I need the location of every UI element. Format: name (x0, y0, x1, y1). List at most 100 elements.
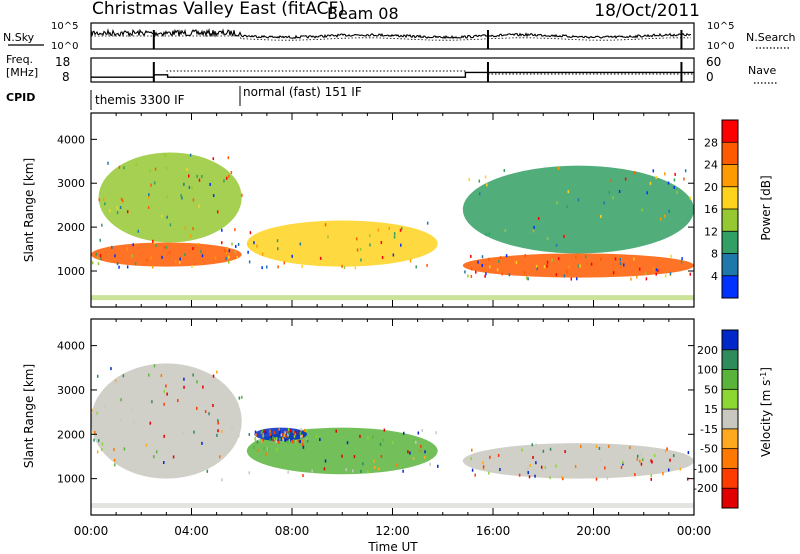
echo-speckle (287, 433, 289, 437)
echo-speckle (109, 209, 111, 213)
colorbar-cell-0 (722, 120, 738, 143)
echo-speckle (272, 436, 274, 440)
echo-speckle (225, 176, 228, 180)
nave-tick-low: 0 (706, 70, 714, 84)
echo-speckle (97, 262, 100, 266)
echo-speckle (99, 254, 102, 258)
echo-speckle (532, 455, 534, 459)
echo-speckle (343, 266, 346, 270)
echo-speckle (549, 447, 552, 451)
echo-speckle (165, 167, 168, 171)
velocity-ylabel: Slant Range [km] (22, 364, 36, 468)
echo-speckle (470, 457, 472, 461)
echo-speckle (274, 437, 276, 441)
echo-speckle (204, 410, 207, 414)
echo-speckle (183, 385, 185, 389)
echo-speckle (470, 274, 473, 278)
echo-speckle (546, 260, 549, 264)
echo-speckle (275, 439, 277, 443)
echo-speckle (212, 374, 215, 378)
echo-speckle (426, 221, 429, 225)
echo-speckle (429, 462, 431, 466)
noise-right-tick-low: 10^0 (707, 41, 734, 52)
echo-speckle (373, 466, 376, 470)
echo-speckle (164, 153, 166, 157)
colorbar-cell-6 (722, 448, 738, 469)
echo-speckle (518, 473, 521, 477)
echo-speckle (178, 260, 181, 264)
echo-speckle (241, 395, 243, 399)
colorbar-cell-6 (722, 253, 738, 276)
echo-speckle (285, 435, 287, 439)
echo-speckle (131, 254, 133, 258)
echo-speckle (130, 407, 133, 411)
echo-speckle (269, 437, 272, 441)
echo-speckle (156, 450, 158, 454)
echo-speckle (301, 264, 303, 268)
echo-speckle (261, 439, 263, 443)
echo-speckle (209, 182, 211, 186)
echo-speckle (555, 273, 558, 277)
echo-speckle (352, 469, 354, 473)
echo-speckle (256, 244, 258, 248)
echo-speckle (172, 455, 175, 459)
echo-speckle (279, 437, 281, 441)
echo-speckle (262, 438, 264, 442)
echo-speckle (126, 247, 129, 251)
echo-speckle (299, 440, 302, 444)
echo-region-3 (462, 443, 694, 479)
echo-speckle (641, 208, 643, 212)
echo-speckle (424, 450, 426, 454)
echo-speckle (482, 466, 485, 470)
echo-speckle (341, 264, 343, 268)
echo-speckle (644, 272, 647, 276)
echo-speckle (676, 190, 678, 194)
echo-speckle (345, 468, 348, 472)
echo-speckle (634, 473, 636, 477)
echo-speckle (248, 432, 251, 436)
echo-speckle (600, 214, 602, 218)
echo-speckle (566, 205, 568, 209)
echo-speckle (486, 183, 488, 187)
echo-speckle (392, 440, 394, 444)
echo-speckle (373, 459, 375, 463)
echo-speckle (540, 465, 543, 469)
echo-speckle (96, 256, 99, 260)
echo-speckle (590, 262, 593, 266)
colorbar-tick-label: 16 (704, 203, 718, 216)
echo-speckle (305, 429, 308, 433)
echo-speckle (111, 245, 113, 249)
power-panel-marks (91, 152, 694, 301)
echo-speckle (620, 465, 623, 469)
echo-speckle (663, 172, 666, 176)
echo-speckle (270, 435, 273, 439)
freq-tick-low: 8 (62, 70, 70, 84)
echo-speckle (151, 400, 153, 404)
echo-speckle (367, 470, 369, 474)
echo-speckle (662, 472, 664, 476)
echo-speckle (489, 265, 491, 269)
echo-speckle (302, 445, 305, 449)
echo-speckle (114, 379, 117, 383)
echo-speckle (606, 476, 609, 480)
echo-speckle (515, 260, 518, 264)
echo-speckle (192, 373, 194, 377)
echo-speckle (237, 242, 240, 246)
echo-speckle (149, 169, 151, 173)
echo-speckle (266, 265, 268, 269)
echo-speckle (148, 373, 150, 377)
colorbar-tick-label: 12 (704, 225, 718, 238)
echo-speckle (96, 374, 99, 378)
echo-speckle (294, 432, 297, 436)
echo-speckle (380, 240, 383, 244)
cpid-label: CPID (6, 91, 35, 104)
echo-speckle (666, 447, 668, 451)
echo-speckle (119, 206, 122, 210)
echo-speckle (154, 167, 157, 171)
echo-speckle (181, 196, 183, 200)
echo-speckle (650, 477, 652, 481)
echo-speckle (217, 429, 219, 433)
echo-speckle (409, 259, 412, 263)
echo-speckle (471, 468, 474, 472)
echo-speckle (121, 199, 124, 203)
